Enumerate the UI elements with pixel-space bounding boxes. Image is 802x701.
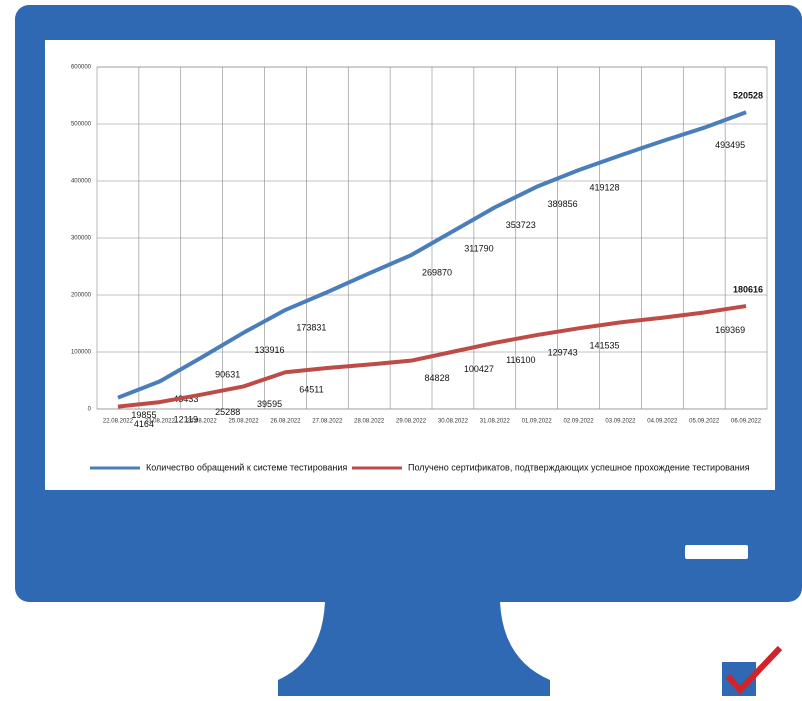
y-tick-label: 300000 <box>71 236 92 242</box>
x-tick-label: 27.08.2022 <box>312 419 343 425</box>
x-tick-label: 26.08.2022 <box>270 419 301 425</box>
x-tick-label: 30.08.2022 <box>438 419 469 425</box>
data-label: 4164 <box>134 419 154 429</box>
x-tick-label: 22.08.2022 <box>103 419 134 425</box>
data-label: 311790 <box>464 244 493 254</box>
x-tick-label: 01.09.2022 <box>522 419 553 425</box>
monitor-screen <box>45 40 775 490</box>
y-tick-label: 400000 <box>71 179 92 185</box>
data-label: 419128 <box>590 182 620 192</box>
data-label: 269870 <box>422 268 452 278</box>
legend-label: Получено сертификатов, подтверждающих ус… <box>408 462 750 472</box>
data-label: 169369 <box>715 325 745 335</box>
data-label: 520528 <box>733 91 763 101</box>
y-tick-label: 0 <box>88 407 92 413</box>
data-label: 493495 <box>715 140 745 150</box>
data-label: 116100 <box>506 355 535 365</box>
x-tick-label: 06.09.2022 <box>731 419 762 425</box>
x-tick-label: 23.08.2022 <box>145 419 176 425</box>
data-label: 84828 <box>425 373 450 383</box>
data-label: 12119 <box>174 414 198 424</box>
data-label: 129743 <box>548 347 578 357</box>
data-label: 90631 <box>215 370 240 380</box>
x-tick-label: 28.08.2022 <box>354 419 385 425</box>
x-tick-label: 25.08.2022 <box>229 419 260 425</box>
data-label: 25288 <box>215 407 240 417</box>
x-tick-label: 05.09.2022 <box>689 419 720 425</box>
legend-label: Количество обращений к системе тестирова… <box>146 462 347 472</box>
y-tick-label: 600000 <box>71 65 92 71</box>
data-label: 64511 <box>299 385 323 395</box>
data-line <box>117 110 747 400</box>
data-label: 133916 <box>255 345 285 355</box>
x-tick-label: 02.09.2022 <box>564 419 595 425</box>
data-label: 39595 <box>257 399 282 409</box>
data-label: 173831 <box>296 322 326 332</box>
y-tick-label: 100000 <box>71 350 92 356</box>
data-label: 353723 <box>506 220 536 230</box>
data-line <box>117 304 747 409</box>
x-tick-label: 04.09.2022 <box>647 419 678 425</box>
x-tick-label: 24.08.2022 <box>187 419 218 425</box>
data-label: 19855 <box>131 410 156 420</box>
x-tick-label: 29.08.2022 <box>396 419 427 425</box>
x-tick-label: 03.09.2022 <box>605 419 636 425</box>
x-tick-label: 31.08.2022 <box>480 419 511 425</box>
data-label: 389856 <box>548 199 578 209</box>
data-label: 141535 <box>590 341 620 351</box>
check-icon-mark <box>725 645 783 695</box>
data-label: 180616 <box>733 284 763 294</box>
monitor-stand <box>278 602 550 696</box>
y-tick-label: 500000 <box>71 122 92 128</box>
monitor-button <box>685 545 748 559</box>
y-tick-label: 200000 <box>71 293 92 299</box>
data-label: 100427 <box>464 364 494 374</box>
